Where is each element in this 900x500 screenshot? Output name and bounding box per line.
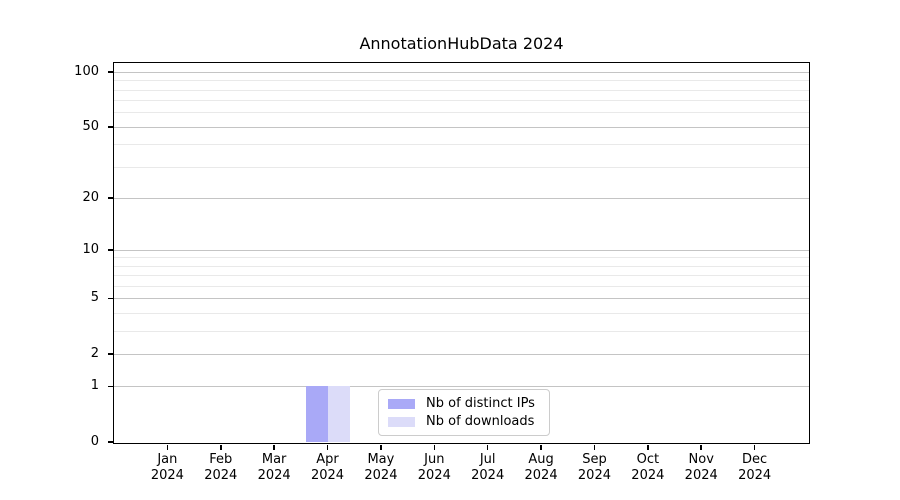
legend-item: Nb of distinct IPs [388,396,540,411]
x-tick [647,445,649,450]
x-tick-label: Oct 2024 [631,452,665,483]
y-gridline-minor [114,330,809,332]
x-tick [220,445,222,450]
y-tick-label: 10 [82,241,99,257]
legend-item: Nb of downloads [388,414,540,429]
chart-title: AnnotationHubData 2024 [359,34,564,53]
y-gridline-major [114,353,809,355]
y-tick [107,353,113,355]
y-tick [107,297,113,300]
x-tick [486,445,489,450]
x-tick [166,445,169,450]
y-gridline-minor [114,100,809,102]
y-tick [107,441,113,443]
y-gridline-minor [114,89,809,91]
x-tick-label: Jun 2024 [417,452,451,483]
y-gridline-minor [114,112,809,114]
x-tick-label: Mar 2024 [257,452,291,483]
x-tick [433,445,436,450]
x-tick-label: Sep 2024 [577,452,611,483]
bar-nb-of-distinct-ips [305,386,328,442]
x-tick [380,445,382,450]
legend-label: Nb of distinct IPs [426,396,535,411]
y-gridline-major [114,197,809,199]
y-tick [107,385,113,388]
x-tick [753,445,756,450]
x-tick-label: Apr 2024 [310,452,345,483]
x-tick-label: Jan 2024 [150,452,184,483]
y-tick-label: 0 [90,434,99,449]
y-tick-label: 5 [90,290,99,306]
y-tick-label: 1 [90,378,99,394]
x-tick-label: Aug 2024 [524,452,558,483]
bar-nb-of-downloads [327,386,350,442]
x-tick [593,445,596,450]
y-tick-label: 50 [82,118,99,134]
y-gridline-minor [114,285,809,287]
y-gridline-major [114,249,809,251]
y-gridline-minor [114,312,809,314]
x-tick [700,445,702,450]
y-tick [107,71,113,73]
y-tick [107,249,113,251]
y-gridline-major [114,298,809,300]
x-tick-label: Nov 2024 [684,452,718,483]
y-tick [107,197,113,199]
x-tick-label: Feb 2024 [204,452,238,483]
x-tick [273,445,275,450]
y-gridline-minor [114,257,809,259]
y-gridline-minor [114,166,809,168]
y-gridline-minor [114,265,809,267]
legend: Nb of distinct IPs Nb of downloads [378,389,550,436]
y-gridline-minor [114,144,809,146]
x-tick [326,445,329,450]
legend-swatch [388,416,415,427]
y-gridline-minor [114,80,809,82]
y-gridline-major [114,386,809,388]
x-tick-label: May 2024 [364,452,398,483]
legend-label: Nb of downloads [426,414,535,429]
x-tick [540,445,542,450]
plot-area: Nb of distinct IPs Nb of downloads 0 1 2 5 10… [74,62,810,483]
y-gridline-major [114,72,809,73]
y-tick-label: 2 [90,345,99,361]
y-tick-label: 100 [74,64,99,79]
y-gridline-major [114,126,809,128]
y-gridline-minor [114,275,809,277]
x-tick-label: Jul 2024 [471,452,505,483]
y-tick [107,126,113,128]
x-tick-label: Dec 2024 [738,452,772,483]
legend-swatch [388,398,415,409]
y-tick-label: 20 [82,189,99,205]
